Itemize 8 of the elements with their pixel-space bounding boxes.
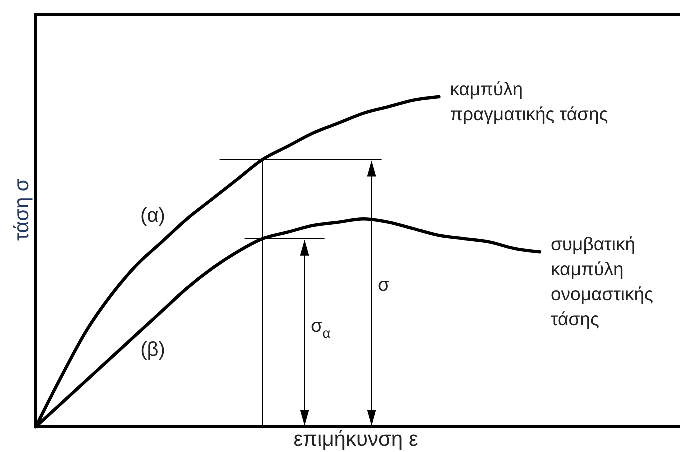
x-axis-title: επιμήκυνση ε bbox=[294, 428, 418, 451]
annotation: σ bbox=[378, 274, 390, 296]
y-axis-title: τάση σ bbox=[10, 178, 34, 242]
annotation: (α) bbox=[140, 205, 166, 227]
series-label: καμπύλη πραγματικής τάσης bbox=[450, 78, 608, 124]
annotation: (β) bbox=[140, 339, 166, 361]
series-label: συμβατική καμπύλη ονομαστικής τάσης bbox=[551, 234, 654, 330]
annotation: σ$_{α}$ bbox=[311, 316, 331, 341]
